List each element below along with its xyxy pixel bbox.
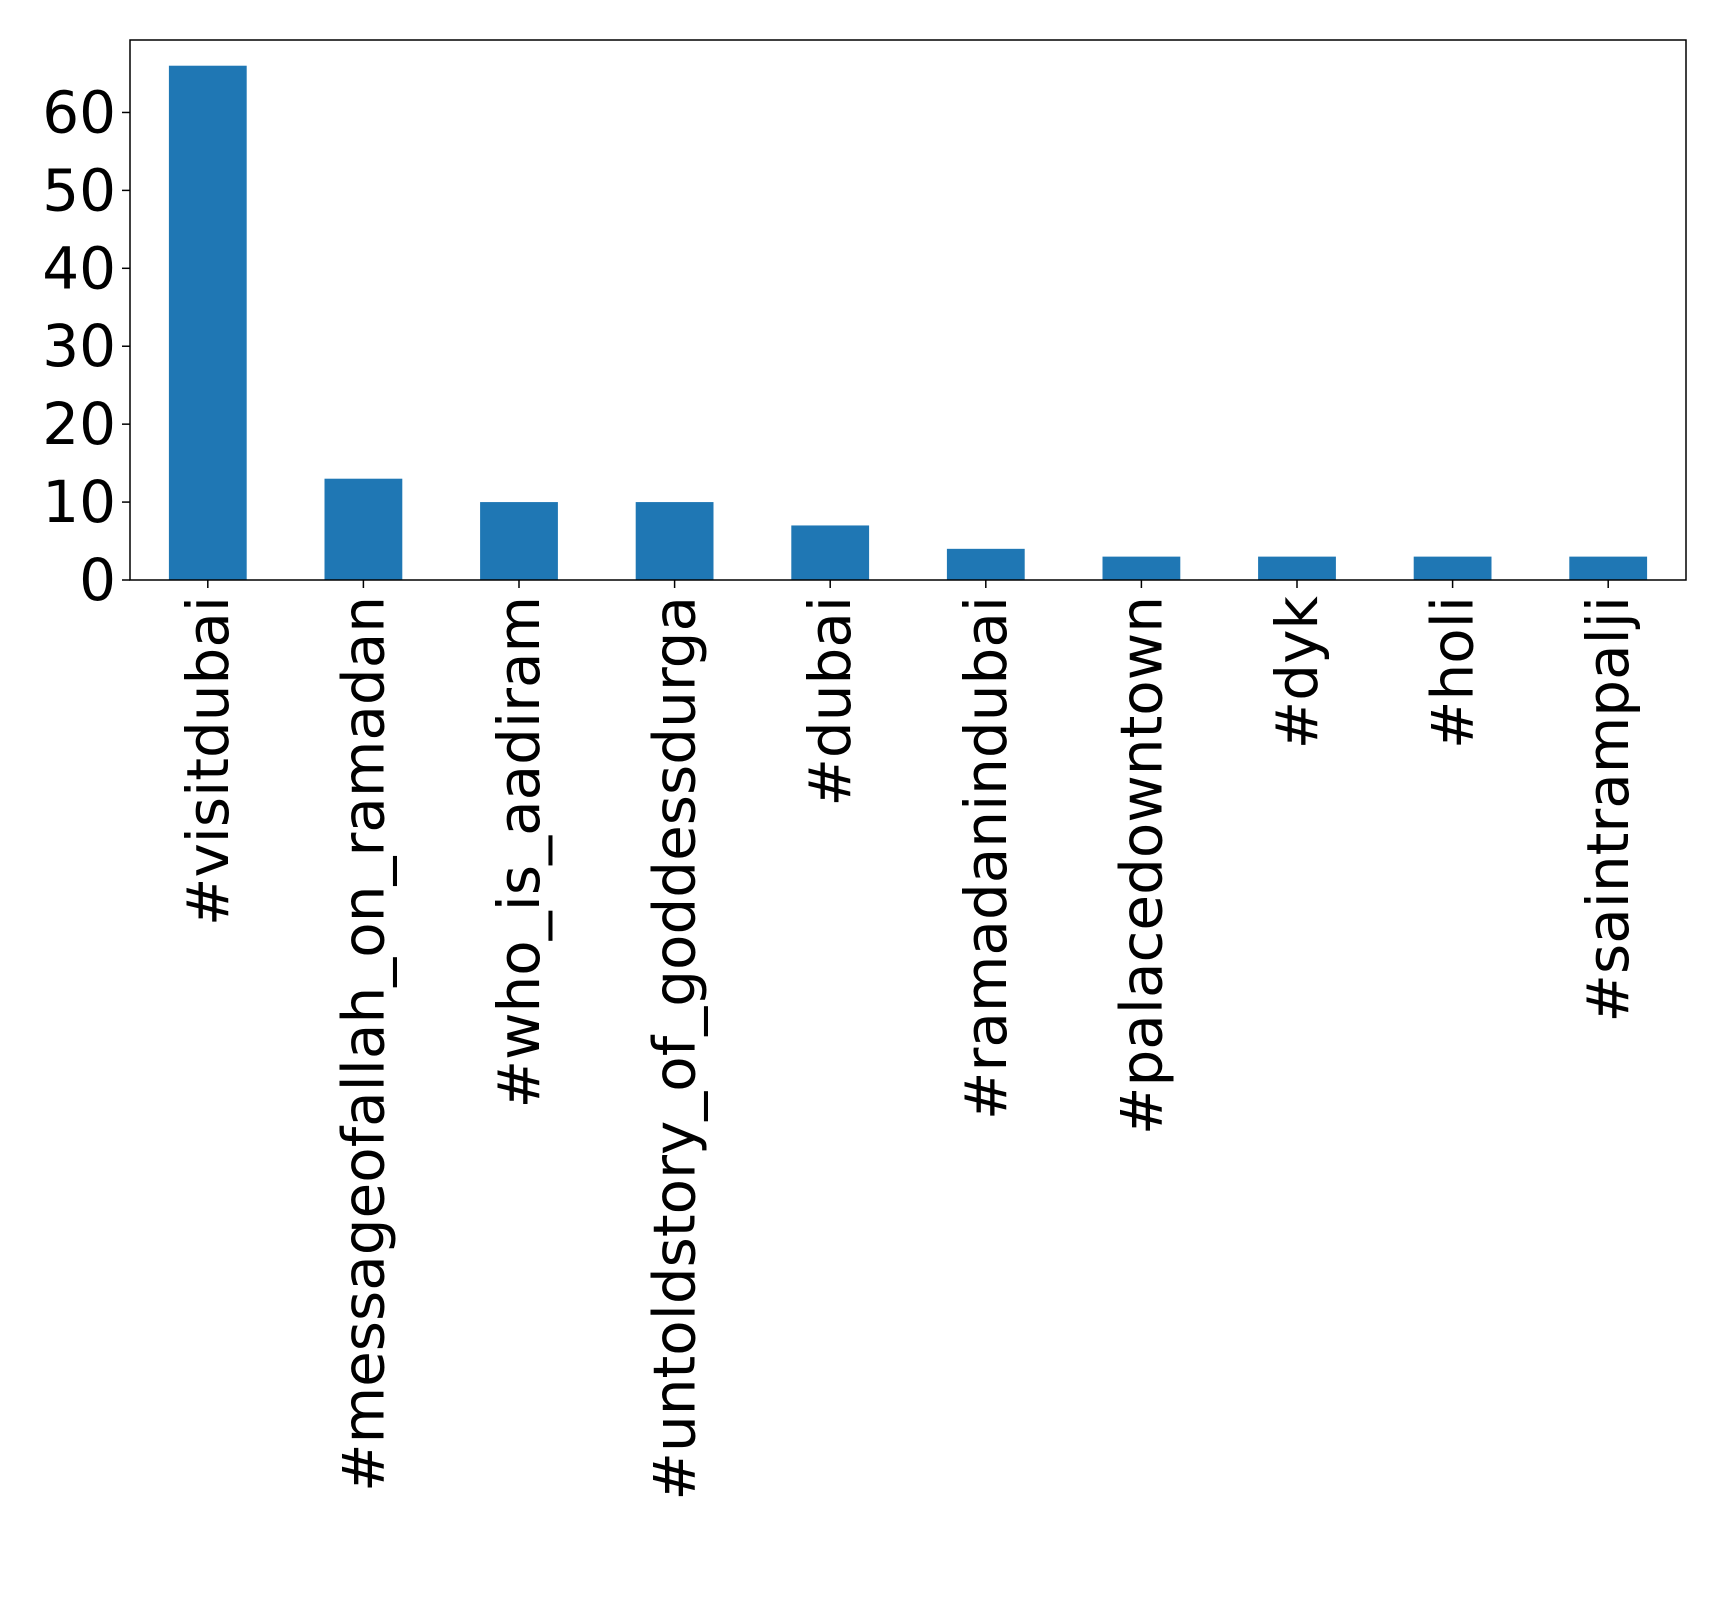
x-tick-label: #dyk	[1263, 596, 1331, 750]
x-tick-label: #ramadanindubai	[952, 596, 1020, 1120]
bar-5	[946, 548, 1025, 580]
bar-6	[1102, 556, 1181, 580]
bar-8	[1413, 556, 1492, 580]
x-tick-label: #visitdubai	[174, 596, 242, 926]
y-axis: 0 10 20 30 40 50 60	[42, 78, 130, 614]
x-axis: #visitdubai #messageofallah_on_ramadan #wh…	[174, 580, 1642, 1501]
x-tick-label: #palacedowntown	[1107, 596, 1175, 1135]
bar-7	[1258, 556, 1336, 580]
bar-4	[791, 525, 870, 580]
bar-9	[1569, 556, 1648, 580]
y-tick-label: 0	[79, 546, 116, 614]
y-tick-label: 60	[42, 78, 116, 146]
y-tick-label: 40	[42, 234, 116, 302]
bars-layer	[168, 65, 1648, 580]
x-tick-label: #untoldstory_of_goddessdurga	[641, 596, 709, 1501]
bar-1	[324, 478, 403, 580]
y-tick-label: 10	[42, 468, 116, 536]
bar-0	[168, 65, 247, 580]
plot-area-frame	[129, 39, 1687, 581]
y-tick-label: 50	[42, 156, 116, 224]
bar-2	[480, 502, 558, 580]
x-tick-label: #saintrampalji	[1574, 596, 1642, 1023]
y-tick-label: 30	[42, 312, 116, 380]
y-tick-label: 20	[42, 390, 116, 458]
x-tick-label: #holi	[1419, 596, 1487, 749]
x-tick-label: #who_is_aadiram	[485, 596, 553, 1109]
bar-3	[635, 502, 714, 580]
x-tick-label: #messageofallah_on_ramadan	[329, 596, 397, 1492]
x-tick-label: #dubai	[796, 596, 864, 807]
